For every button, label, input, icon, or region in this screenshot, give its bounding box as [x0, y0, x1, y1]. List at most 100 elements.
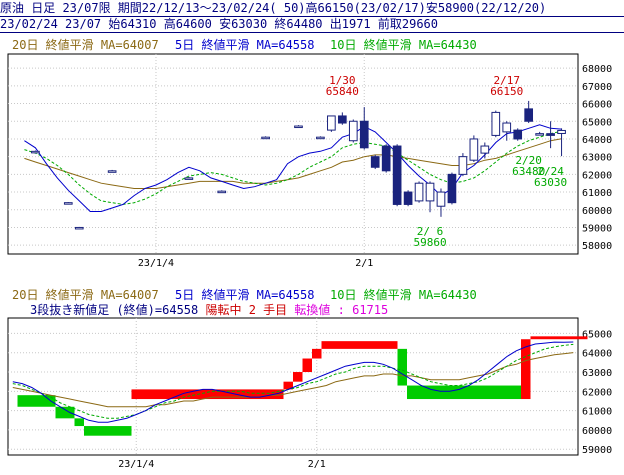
annotation-value: 65840 [326, 85, 359, 98]
x-tick-label: 23/1/4 [138, 258, 174, 269]
y-tick-label: 64000 [582, 349, 612, 360]
status-trend: 陽転中 [205, 302, 241, 317]
y-tick-label: 61000 [582, 188, 612, 199]
status-line: 3段抜き新値足 (終値)=64558 陽転中 2 手目 転換値 : 61715 [30, 302, 388, 317]
header-divider [0, 16, 624, 17]
y-tick-label: 63000 [582, 153, 612, 164]
brick [302, 358, 312, 373]
candle-body [447, 173, 457, 204]
candle-body [327, 115, 336, 131]
candle-body [31, 150, 40, 154]
y-tick-label: 62000 [582, 387, 612, 398]
brick [293, 372, 303, 382]
plot-area [7, 53, 579, 255]
annotation-date: 2/17 [494, 74, 521, 87]
candle-body [546, 133, 555, 136]
candle-body [381, 145, 391, 172]
candle-body [502, 122, 512, 133]
y-tick-label: 65000 [582, 117, 612, 128]
ma10-line [24, 130, 562, 205]
candle-body [348, 120, 358, 142]
brick [17, 395, 56, 407]
brick [55, 406, 75, 419]
candle-body [414, 182, 424, 202]
annotation-value: 63030 [534, 176, 567, 189]
candle-body [294, 125, 303, 129]
y-tick-label: 62000 [582, 170, 612, 181]
y-tick-label: 59000 [582, 445, 612, 456]
annotation-date: 2/20 [515, 154, 542, 167]
x-tick-label: 23/1/4 [118, 459, 154, 470]
ma5-line [12, 341, 574, 423]
candle-body [316, 136, 325, 140]
y-tick-label: 61000 [582, 407, 612, 418]
candle-body [337, 115, 347, 124]
candle-body [261, 136, 270, 140]
candle-body [436, 191, 446, 207]
ma20-line [24, 138, 562, 189]
status-value: 3段抜き新値足 (終値)=64558 [30, 302, 198, 317]
y-tick-label: 58000 [582, 241, 612, 252]
ma10-line [12, 343, 574, 419]
brick [359, 341, 398, 349]
candle-body [491, 111, 501, 136]
candle-body [359, 120, 369, 149]
y-tick-label: 68000 [582, 64, 612, 75]
status-count: 2 手目 [249, 303, 287, 317]
legend-ma5: 5日 終値平滑 MA=64558 [175, 287, 314, 302]
brick [321, 341, 360, 349]
y-tick-label: 63000 [582, 368, 612, 379]
legend-ma5: 5日 終値平滑 MA=64558 [175, 37, 314, 52]
annotation-date: 1/30 [329, 74, 356, 87]
candle-body [392, 145, 402, 205]
ma20-line [12, 352, 574, 408]
candle-body [63, 202, 73, 205]
candle-body [535, 133, 544, 136]
candle-body [403, 191, 413, 205]
annotation-value: 66150 [490, 85, 523, 98]
candle-body [469, 138, 479, 161]
candle-body [524, 108, 534, 122]
brick [397, 348, 407, 386]
candle-body [425, 182, 435, 202]
brick [283, 381, 293, 390]
y-tick-label: 66000 [582, 100, 612, 111]
brick [530, 336, 588, 340]
annotation-value: 63480 [512, 165, 545, 178]
x-tick-label: 2/1 [308, 459, 326, 470]
y-tick-label: 65000 [582, 329, 612, 340]
y-tick-label: 60000 [582, 206, 612, 217]
candle-body [184, 177, 194, 180]
y-tick-label: 59000 [582, 223, 612, 234]
candle-body [513, 129, 523, 140]
candle-body [557, 129, 566, 134]
ma5-line [24, 124, 562, 212]
candle-body [480, 145, 490, 154]
annotation-date: 2/ 6 [417, 225, 444, 238]
brick [407, 385, 521, 400]
candle-body [370, 156, 380, 168]
candle-body [107, 170, 117, 173]
brick [312, 348, 322, 359]
y-tick-label: 64000 [582, 135, 612, 146]
candle-body [217, 190, 227, 194]
legend-ma10: 10日 終値平滑 MA=64430 [330, 287, 477, 302]
brick [131, 389, 284, 400]
status-reversal: 転換値 : 61715 [294, 302, 388, 317]
legend-ma20: 20日 終値平滑 MA=64007 [12, 287, 159, 302]
header-period-summary: 原油 日足 23/07限 期間22/12/13～23/02/24( 50)高66… [0, 1, 547, 15]
candle-body [458, 156, 468, 175]
candlestick-chart: 58000 59000 60000 61000 62000 63000 64000 65000… [7, 37, 612, 269]
x-tick-label: 2/1 [355, 258, 373, 269]
header-latest-bar: 23/02/24 23/07 始64310 高64600 安63030 終644… [0, 17, 439, 31]
y-tick-label: 60000 [582, 426, 612, 437]
y-tick-label: 67000 [582, 82, 612, 93]
brick [521, 339, 531, 400]
header-divider [0, 32, 624, 33]
legend-ma10: 10日 終値平滑 MA=64430 [330, 37, 477, 52]
legend-ma20: 20日 終値平滑 MA=64007 [12, 37, 159, 52]
brick [74, 418, 84, 427]
brick [84, 426, 132, 436]
